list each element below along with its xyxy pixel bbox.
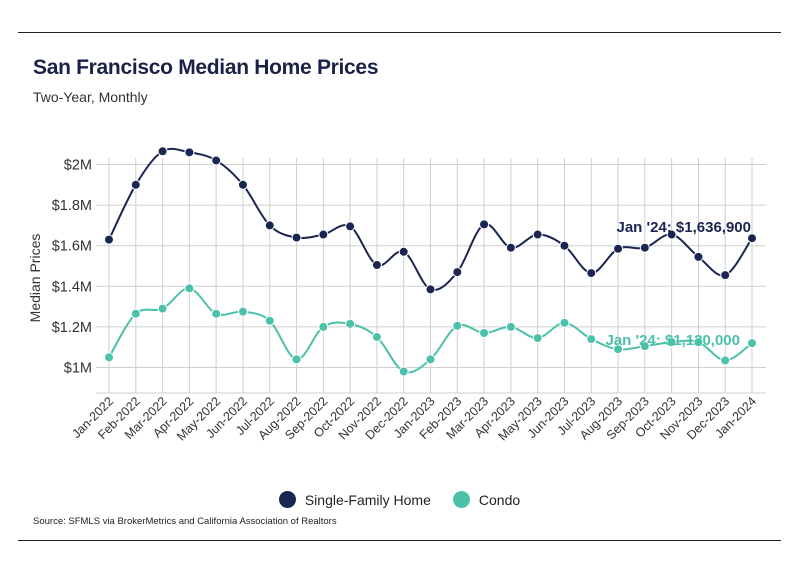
data-point-single-family	[398, 246, 409, 257]
data-point-condo	[130, 308, 141, 319]
legend-label-condo: Condo	[478, 491, 521, 508]
y-tick-label: $2M	[64, 158, 92, 174]
data-point-single-family	[532, 229, 543, 240]
data-point-single-family	[452, 267, 463, 278]
data-point-condo	[237, 306, 248, 317]
annotation-condo: Jan '24: $1,120,000	[605, 332, 740, 349]
data-point-single-family	[291, 232, 302, 243]
data-point-condo	[291, 354, 302, 365]
data-point-single-family	[371, 259, 382, 270]
data-point-condo	[479, 327, 490, 338]
data-point-single-family	[425, 284, 436, 295]
data-point-single-family	[479, 219, 490, 230]
data-point-condo	[639, 341, 650, 352]
data-point-condo	[211, 308, 222, 319]
data-point-single-family	[345, 221, 356, 232]
data-point-condo	[452, 320, 463, 331]
data-point-condo	[505, 321, 516, 332]
data-point-condo	[666, 337, 677, 348]
data-point-condo	[559, 317, 570, 328]
data-point-condo	[532, 333, 543, 344]
data-point-single-family	[559, 240, 570, 251]
data-point-condo	[157, 303, 168, 314]
top-rule	[18, 32, 781, 33]
data-point-condo	[398, 366, 409, 377]
data-point-single-family	[693, 251, 704, 262]
data-point-single-family	[318, 229, 329, 240]
y-tick-label: $1.6M	[52, 239, 92, 255]
y-tick-label: $1.8M	[52, 198, 92, 214]
data-point-single-family	[586, 268, 597, 279]
legend-swatch-single-family	[278, 491, 296, 508]
data-point-condo	[425, 354, 436, 365]
data-point-single-family	[666, 229, 677, 240]
data-point-condo	[371, 332, 382, 343]
chart-subtitle: Two-Year, Monthly	[33, 89, 148, 105]
annotation-single-family: Jan '24: $1,636,900	[616, 219, 751, 236]
data-point-condo	[693, 337, 704, 348]
chart-title: San Francisco Median Home Prices	[33, 56, 379, 79]
data-point-single-family	[613, 243, 624, 254]
data-point-condo	[720, 355, 731, 366]
legend: Single-Family Home Condo	[0, 491, 799, 508]
bottom-rule	[18, 540, 781, 541]
data-point-single-family	[104, 234, 114, 245]
data-point-condo	[747, 338, 757, 349]
y-tick-label: $1.2M	[52, 320, 92, 336]
data-point-single-family	[157, 146, 168, 157]
data-point-condo	[613, 344, 624, 355]
data-point-single-family	[211, 155, 222, 166]
data-point-condo	[586, 334, 597, 345]
y-axis-label: Median Prices	[27, 234, 43, 323]
y-tick-label: $1.4M	[52, 279, 92, 295]
data-point-single-family	[184, 147, 195, 158]
data-point-condo	[318, 321, 329, 332]
data-point-single-family	[130, 179, 141, 190]
data-point-condo	[104, 352, 114, 363]
data-point-single-family	[264, 220, 275, 231]
data-point-single-family	[720, 270, 731, 281]
data-point-single-family	[237, 179, 248, 190]
data-point-single-family	[505, 242, 516, 253]
data-point-condo	[345, 318, 356, 329]
legend-item-condo: Condo	[452, 491, 521, 508]
y-tick-label: $1M	[64, 361, 92, 377]
legend-label-single-family: Single-Family Home	[304, 491, 431, 508]
data-point-condo	[264, 315, 275, 326]
data-point-single-family	[747, 233, 757, 244]
data-point-condo	[184, 283, 195, 294]
legend-item-single-family: Single-Family Home	[278, 491, 431, 508]
legend-swatch-condo	[452, 491, 470, 508]
data-point-single-family	[639, 242, 650, 253]
source-note: Source: SFMLS via BrokerMetrics and Cali…	[33, 516, 337, 527]
